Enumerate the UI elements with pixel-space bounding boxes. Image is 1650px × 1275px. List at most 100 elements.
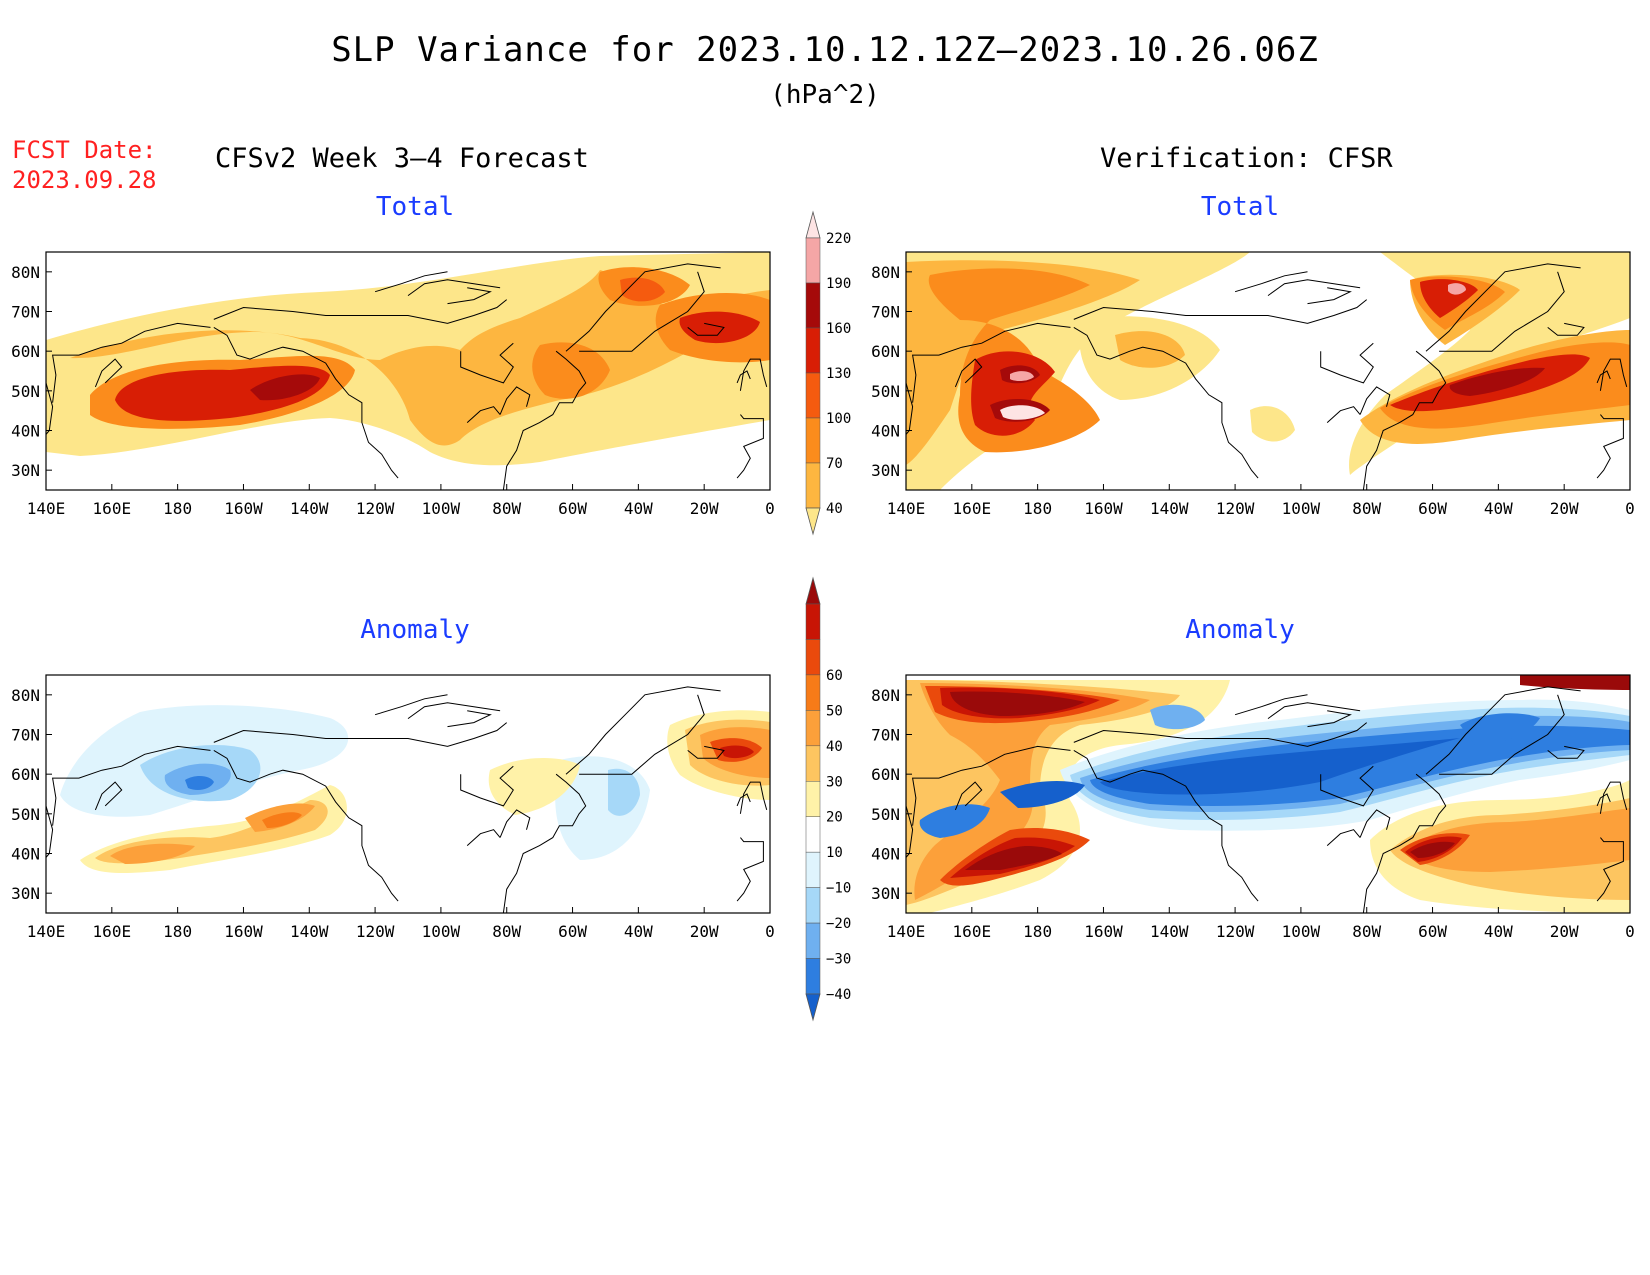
lon-tick-label: 160E (93, 499, 132, 518)
coastline (565, 686, 721, 775)
colorbar-swatch (805, 745, 821, 782)
colorbar-level-label: 20 (826, 810, 843, 826)
coastline (1596, 837, 1624, 902)
coastline (687, 322, 725, 336)
coastline (736, 793, 751, 807)
coastline (1359, 809, 1391, 838)
lat-tick-label: 70N (11, 303, 40, 322)
lon-tick-label: 140E (27, 499, 66, 518)
colorbar-upper-extend (805, 576, 821, 605)
colorbar-level-label: 130 (826, 366, 851, 382)
coastline (52, 322, 211, 403)
coastline (1320, 765, 1374, 807)
lon-tick-label: 0 (765, 922, 775, 941)
lat-tick-label: 50N (11, 805, 40, 824)
colorbar-level-label: 160 (826, 321, 851, 337)
lat-tick-label: 50N (11, 382, 40, 401)
left-column-heading: CFSv2 Week 3–4 Forecast (215, 143, 589, 174)
colorbar-level-label: 190 (826, 276, 851, 292)
lon-tick-label: 160E (953, 499, 992, 518)
coastline (1596, 414, 1624, 479)
coastline (1547, 745, 1585, 759)
coastline (1599, 781, 1628, 814)
coastline (460, 765, 514, 807)
forecast-date-label: FCST Date: (12, 136, 157, 164)
coastline (1425, 686, 1581, 775)
lon-tick-label: 0 (1625, 922, 1635, 941)
colorbar-swatch (805, 674, 821, 711)
colorbar-swatch (805, 372, 821, 419)
coastline (407, 279, 501, 297)
colorbar-swatch (805, 603, 821, 640)
colorbar-swatch (805, 887, 821, 924)
lon-tick-label: 160E (953, 922, 992, 941)
coastline (1307, 710, 1352, 728)
coastline (1234, 694, 1308, 716)
lat-tick-label: 30N (11, 461, 40, 480)
colorbar-level-label: −40 (826, 987, 851, 1003)
colorbar-level-label: 10 (826, 845, 843, 861)
forecast-anomaly-title: Anomaly (360, 615, 470, 645)
lon-tick-label: 140E (27, 922, 66, 941)
lat-tick-label: 60N (11, 342, 40, 361)
main-title: SLP Variance for 2023.10.12.12Z–2023.10.… (331, 30, 1319, 70)
coastline (502, 350, 587, 490)
panel-axes: 140E 160E 180 160W 140W 120W 100W 80W 60W 40W 20W 0… (871, 263, 1635, 518)
lat-tick-label: 70N (871, 726, 900, 745)
colorbar-swatch (805, 417, 821, 464)
colorbar-swatch (805, 710, 821, 747)
lon-tick-label: 140W (1150, 499, 1189, 518)
coastline (94, 781, 123, 811)
lon-tick-label: 140W (290, 922, 329, 941)
lon-tick-label: 60W (1418, 922, 1447, 941)
lon-tick-label: 100W (1282, 499, 1321, 518)
lon-tick-label: 160W (1084, 922, 1123, 941)
coastline (1320, 342, 1374, 384)
coastline (213, 722, 508, 747)
verification-anomaly-field (906, 675, 1630, 913)
colorbar-swatch (805, 462, 821, 509)
colorbar-level-label: −10 (826, 881, 851, 897)
coastline (736, 414, 764, 479)
forecast-date: 2023.09.28 (12, 166, 157, 194)
colorbar-swatch (805, 816, 821, 853)
coastline (213, 749, 399, 902)
forecast-anomaly-map (45, 674, 771, 914)
coastline (736, 370, 751, 384)
coastline (954, 358, 983, 388)
coastline (499, 386, 531, 415)
verification-total-map (905, 251, 1631, 491)
verification-anomaly-title: Anomaly (1185, 615, 1295, 645)
colorbar-level-label: 50 (826, 703, 843, 719)
coastline (1362, 773, 1447, 913)
panel-axes: 140E 160E 180 160W 140W 120W 100W 80W 60W 40W 20W 0… (11, 686, 775, 941)
lon-tick-label: 40W (624, 922, 653, 941)
coastline (502, 773, 587, 913)
coastline (912, 322, 1071, 403)
lon-tick-label: 160W (224, 922, 263, 941)
coastline (565, 263, 721, 352)
lon-tick-label: 120W (356, 499, 395, 518)
colorbar-swatch (805, 781, 821, 817)
lat-tick-label: 50N (871, 382, 900, 401)
lon-tick-label: 140E (887, 922, 926, 941)
colorbar-swatch (805, 922, 821, 959)
lat-tick-label: 30N (871, 884, 900, 903)
lat-tick-label: 40N (11, 422, 40, 441)
lat-tick-label: 80N (11, 263, 40, 282)
coastline (1599, 358, 1628, 391)
forecast-total-map (45, 251, 771, 491)
panel-axes: 140E 160E 180 160W 140W 120W 100W 80W 60W 40W 20W 0… (871, 686, 1635, 941)
colorbar-swatch (805, 958, 821, 995)
coastline (1267, 279, 1361, 297)
coastline (1439, 271, 1565, 352)
lon-tick-label: 100W (422, 922, 461, 941)
lon-tick-label: 140W (1150, 922, 1189, 941)
colorbar-swatch (805, 639, 821, 676)
colorbar-upper-extend (805, 210, 821, 239)
coastline (1234, 271, 1308, 293)
lat-tick-label: 30N (871, 461, 900, 480)
coastline (1307, 287, 1352, 305)
coastline (1359, 386, 1391, 415)
colorbar-swatch (805, 851, 821, 888)
